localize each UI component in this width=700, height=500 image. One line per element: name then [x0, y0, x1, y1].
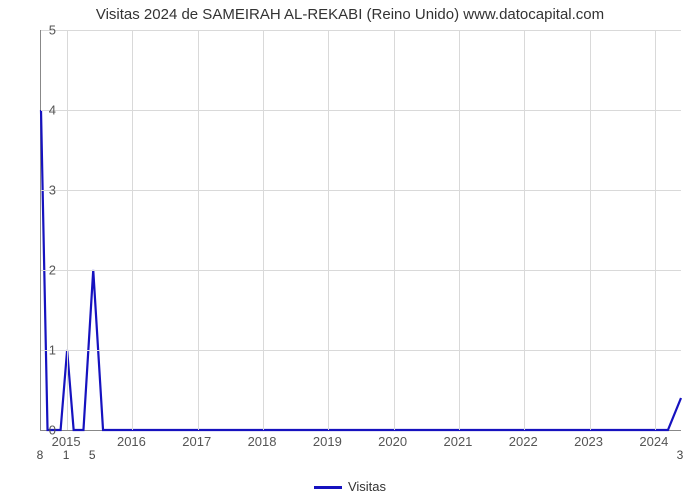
gridline-h — [41, 190, 681, 191]
value-label: 8 — [37, 448, 44, 462]
gridline-v — [459, 30, 460, 430]
plot-area — [40, 30, 681, 431]
gridline-h — [41, 270, 681, 271]
x-tick-label: 2016 — [117, 434, 146, 449]
visits-line-chart: Visitas 2024 de SAMEIRAH AL-REKABI (Rein… — [0, 0, 700, 500]
y-tick-label: 3 — [26, 183, 56, 198]
gridline-v — [394, 30, 395, 430]
x-tick-label: 2015 — [52, 434, 81, 449]
legend-label: Visitas — [348, 479, 386, 494]
gridline-v — [198, 30, 199, 430]
value-label: 1 — [63, 448, 70, 462]
x-tick-label: 2020 — [378, 434, 407, 449]
y-tick-label: 1 — [26, 343, 56, 358]
y-tick-label: 5 — [26, 23, 56, 38]
gridline-v — [328, 30, 329, 430]
gridline-v — [67, 30, 68, 430]
x-tick-label: 2021 — [443, 434, 472, 449]
x-tick-label: 2018 — [248, 434, 277, 449]
y-tick-label: 2 — [26, 263, 56, 278]
x-tick-label: 2019 — [313, 434, 342, 449]
y-tick-label: 4 — [26, 103, 56, 118]
value-label: 5 — [89, 448, 96, 462]
value-label: 3 — [677, 448, 684, 462]
x-tick-label: 2017 — [182, 434, 211, 449]
gridline-v — [524, 30, 525, 430]
gridline-v — [590, 30, 591, 430]
gridline-h — [41, 110, 681, 111]
legend-swatch — [314, 486, 342, 489]
x-tick-label: 2023 — [574, 434, 603, 449]
x-tick-label: 2024 — [639, 434, 668, 449]
x-tick-label: 2022 — [509, 434, 538, 449]
gridline-v — [132, 30, 133, 430]
gridline-v — [263, 30, 264, 430]
gridline-v — [655, 30, 656, 430]
gridline-h — [41, 350, 681, 351]
line-series — [41, 30, 681, 430]
gridline-h — [41, 30, 681, 31]
chart-title: Visitas 2024 de SAMEIRAH AL-REKABI (Rein… — [0, 6, 700, 23]
legend: Visitas — [0, 479, 700, 494]
